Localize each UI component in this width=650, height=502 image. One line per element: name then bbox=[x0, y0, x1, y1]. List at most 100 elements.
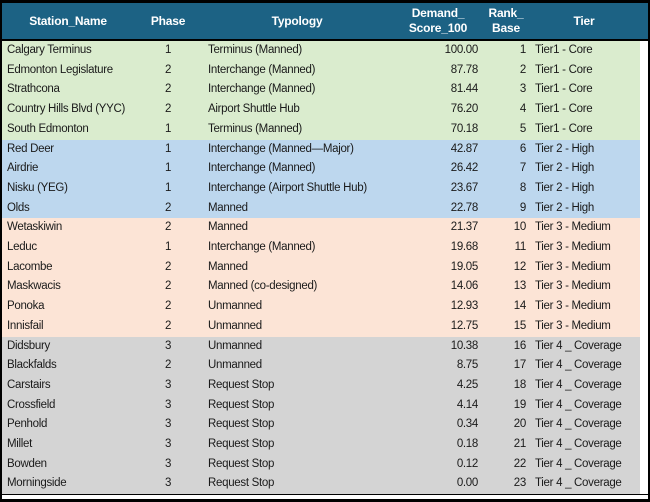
phase-cell: 3 bbox=[134, 395, 202, 416]
demand-cell: 70.18 bbox=[392, 119, 484, 140]
header-row: Station_Name Phase Typology Demand_ Score_1… bbox=[2, 3, 648, 41]
typology-cell: Interchange (Manned) bbox=[202, 238, 392, 258]
typology-cell: Unmanned bbox=[202, 297, 392, 317]
tier-cell: Tier 3 - Medium bbox=[528, 277, 640, 298]
typology-cell: Interchange (Airport Shuttle Hub) bbox=[202, 178, 392, 199]
station-cell: Olds bbox=[2, 198, 134, 219]
gutter-cell bbox=[640, 119, 648, 140]
phase-cell: 2 bbox=[134, 297, 202, 317]
table-row: Olds 2 Manned 22.78 9 Tier 2 - High bbox=[2, 198, 648, 219]
station-cell: Edmonton Legislature bbox=[2, 60, 134, 81]
station-cell: Carstairs bbox=[2, 375, 134, 396]
tier-cell: Tier1 - Core bbox=[528, 100, 640, 120]
phase-cell: 2 bbox=[134, 356, 202, 376]
typology-cell: Request Stop bbox=[202, 454, 392, 475]
demand-cell: 26.42 bbox=[392, 159, 484, 179]
table-row: Red Deer 1 Interchange (Manned—Major) 42.87… bbox=[2, 139, 648, 160]
gutter-cell bbox=[640, 474, 648, 496]
gutter-cell bbox=[640, 257, 648, 278]
table-row: Airdrie 1 Interchange (Manned) 26.42 7 Tier 2… bbox=[2, 159, 648, 179]
rank-cell: 6 bbox=[484, 139, 528, 160]
phase-cell: 2 bbox=[134, 218, 202, 239]
gutter-cell bbox=[640, 100, 648, 120]
column-header-demand: Demand_ Score_100 bbox=[392, 3, 484, 41]
tier-cell: Tier 4 _ Coverage bbox=[528, 435, 640, 455]
phase-cell: 3 bbox=[134, 435, 202, 455]
typology-cell: Request Stop bbox=[202, 375, 392, 396]
column-header-typology: Typology bbox=[202, 3, 392, 41]
typology-cell: Manned bbox=[202, 198, 392, 219]
gutter-cell bbox=[640, 435, 648, 455]
rank-cell: 3 bbox=[484, 80, 528, 101]
phase-cell: 2 bbox=[134, 60, 202, 81]
phase-cell: 1 bbox=[134, 178, 202, 199]
table-row: Crossfield 3 Request Stop 4.14 19 Tier 4 _ Co… bbox=[2, 395, 648, 416]
gutter-cell bbox=[640, 40, 648, 61]
station-cell: Maskwacis bbox=[2, 277, 134, 298]
demand-cell: 21.37 bbox=[392, 218, 484, 239]
rank-cell: 2 bbox=[484, 60, 528, 81]
station-cell: South Edmonton bbox=[2, 119, 134, 140]
phase-cell: 3 bbox=[134, 454, 202, 475]
station-cell: Country Hills Blvd (YYC) bbox=[2, 100, 134, 120]
rank-cell: 23 bbox=[484, 474, 528, 496]
typology-cell: Request Stop bbox=[202, 474, 392, 496]
phase-cell: 2 bbox=[134, 80, 202, 101]
gutter-cell bbox=[640, 238, 648, 258]
gutter-cell bbox=[640, 218, 648, 239]
demand-cell: 12.93 bbox=[392, 297, 484, 317]
phase-cell: 1 bbox=[134, 40, 202, 61]
table-row: Carstairs 3 Request Stop 4.25 18 Tier 4 _ Cov… bbox=[2, 375, 648, 396]
rank-cell: 14 bbox=[484, 297, 528, 317]
rank-cell: 4 bbox=[484, 100, 528, 120]
rank-cell: 15 bbox=[484, 316, 528, 337]
station-cell: Leduc bbox=[2, 238, 134, 258]
table-row: Maskwacis 2 Manned (co-designed) 14.06 13 Tie… bbox=[2, 277, 648, 298]
data-table: Station_Name Phase Typology Demand_ Score_1… bbox=[2, 3, 648, 496]
table-row: South Edmonton 1 Terminus (Manned) 70.18 5 Ti… bbox=[2, 119, 648, 140]
station-cell: Ponoka bbox=[2, 297, 134, 317]
table-body: Calgary Terminus 1 Terminus (Manned) 100.00… bbox=[2, 40, 648, 496]
rank-cell: 19 bbox=[484, 395, 528, 416]
gutter-cell bbox=[640, 336, 648, 357]
phase-cell: 1 bbox=[134, 159, 202, 179]
gutter-cell bbox=[640, 375, 648, 396]
station-cell: Airdrie bbox=[2, 159, 134, 179]
tier-cell: Tier 3 - Medium bbox=[528, 238, 640, 258]
typology-cell: Unmanned bbox=[202, 336, 392, 357]
demand-cell: 42.87 bbox=[392, 139, 484, 160]
column-header-station: Station_Name bbox=[2, 3, 134, 41]
column-header-tier: Tier bbox=[528, 3, 640, 41]
gutter-cell bbox=[640, 454, 648, 475]
tier-cell: Tier 4 _ Coverage bbox=[528, 395, 640, 416]
station-cell: Crossfield bbox=[2, 395, 134, 416]
station-cell: Blackfalds bbox=[2, 356, 134, 376]
typology-cell: Unmanned bbox=[202, 316, 392, 337]
typology-cell: Interchange (Manned) bbox=[202, 60, 392, 81]
tier-cell: Tier 2 - High bbox=[528, 198, 640, 219]
tier-cell: Tier1 - Core bbox=[528, 119, 640, 140]
demand-cell: 10.38 bbox=[392, 336, 484, 357]
typology-cell: Manned bbox=[202, 218, 392, 239]
typology-cell: Interchange (Manned) bbox=[202, 159, 392, 179]
demand-cell: 0.34 bbox=[392, 415, 484, 436]
station-cell: Millet bbox=[2, 435, 134, 455]
demand-cell: 12.75 bbox=[392, 316, 484, 337]
tier-cell: Tier 3 - Medium bbox=[528, 218, 640, 239]
table-row: Millet 3 Request Stop 0.18 21 Tier 4 _ Covera… bbox=[2, 435, 648, 455]
gutter-cell bbox=[640, 80, 648, 101]
typology-cell: Interchange (Manned) bbox=[202, 80, 392, 101]
demand-cell: 100.00 bbox=[392, 40, 484, 61]
tier-cell: Tier 4 _ Coverage bbox=[528, 474, 640, 496]
station-cell: Penhold bbox=[2, 415, 134, 436]
phase-cell: 3 bbox=[134, 375, 202, 396]
demand-cell: 8.75 bbox=[392, 356, 484, 376]
typology-cell: Request Stop bbox=[202, 435, 392, 455]
gutter-cell bbox=[640, 178, 648, 199]
table-row: Calgary Terminus 1 Terminus (Manned) 100.00… bbox=[2, 40, 648, 61]
rank-cell: 12 bbox=[484, 257, 528, 278]
station-cell: Nisku (YEG) bbox=[2, 178, 134, 199]
table-row: Blackfalds 2 Unmanned 8.75 17 Tier 4 _ Covera… bbox=[2, 356, 648, 376]
demand-cell: 76.20 bbox=[392, 100, 484, 120]
